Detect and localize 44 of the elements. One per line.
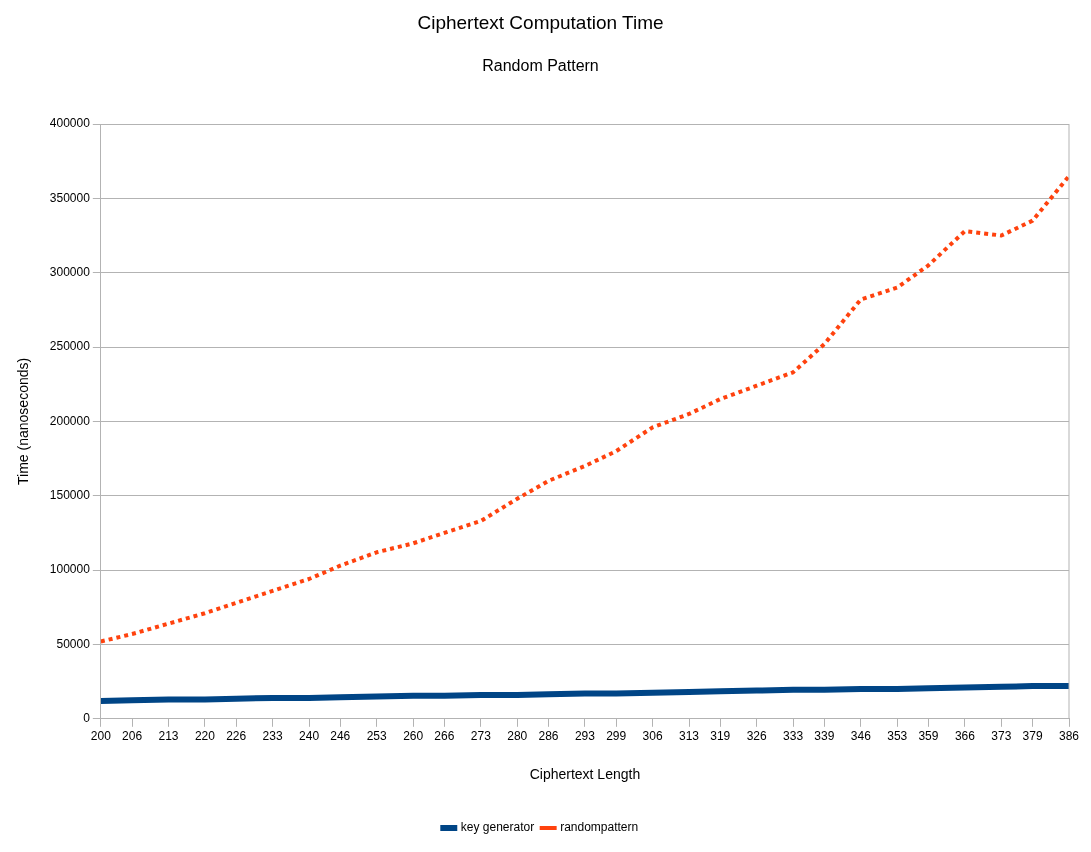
y-axis-title: Time (nanoseconds) [15, 357, 32, 485]
y-tick-label: 150000 [49, 488, 91, 503]
x-tick-label: 233 [262, 729, 283, 744]
x-tick-label: 240 [299, 729, 320, 744]
y-tick-label: 200000 [49, 413, 91, 428]
x-tick-label: 273 [470, 729, 492, 744]
x-tick-label: 226 [226, 729, 247, 744]
y-tick-label: 350000 [49, 190, 91, 205]
chart-title: Ciphertext Computation Time [417, 11, 664, 33]
y-tick-label: 250000 [49, 339, 91, 354]
legend-label: key generator [460, 820, 535, 835]
x-tick-label: 253 [366, 729, 388, 744]
x-tick-label: 373 [991, 729, 1012, 744]
x-tick-label: 260 [403, 729, 424, 744]
x-tick-label: 379 [1022, 729, 1043, 744]
y-tick-label: 0 [83, 711, 91, 726]
x-tick-label: 206 [122, 729, 143, 744]
x-tick-label: 339 [814, 729, 835, 744]
x-tick-label: 266 [434, 729, 455, 744]
x-tick-label: 346 [850, 729, 872, 744]
chart-subtitle: Random Pattern [482, 56, 599, 74]
x-tick-label: 359 [918, 729, 939, 744]
x-tick-label: 220 [194, 729, 216, 744]
y-tick-label: 300000 [49, 265, 91, 280]
x-tick-label: 293 [574, 729, 596, 744]
x-tick-label: 213 [158, 729, 179, 744]
x-axis-title: Ciphertext Length [529, 766, 641, 783]
y-tick-label: 50000 [56, 636, 91, 651]
x-tick-label: 306 [642, 729, 663, 744]
x-tick-label: 313 [679, 729, 700, 744]
x-tick-label: 326 [746, 729, 768, 744]
x-tick-label: 286 [538, 729, 559, 744]
x-tick-label: 246 [330, 729, 351, 744]
x-tick-label: 386 [1058, 729, 1080, 744]
x-tick-label: 353 [887, 729, 908, 744]
y-tick-label: 100000 [49, 562, 91, 577]
x-tick-label: 280 [507, 729, 528, 744]
x-tick-label: 366 [954, 729, 976, 744]
x-tick-label: 333 [783, 729, 804, 744]
x-tick-label: 319 [710, 729, 731, 744]
x-tick-label: 200 [90, 729, 112, 744]
legend-label: randompattern [560, 820, 639, 835]
y-tick-label: 400000 [49, 116, 91, 131]
x-tick-label: 299 [606, 729, 627, 744]
